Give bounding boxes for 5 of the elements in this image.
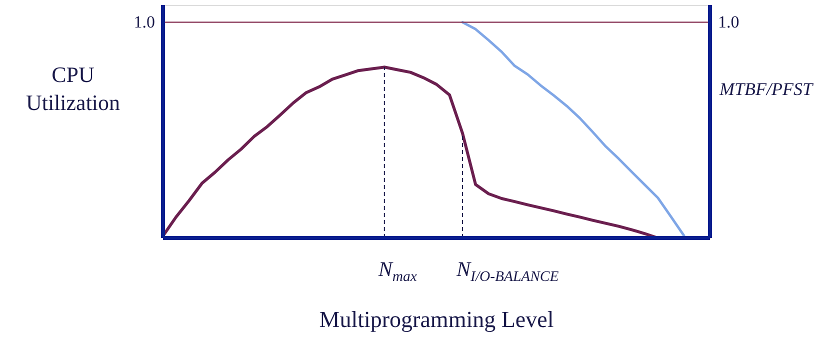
text: 1.0 [718,12,740,32]
y2-axis-title: MTBF/PFST [718,79,814,99]
x-axis-title: Multiprogramming Level [319,307,554,332]
ref-line-label: 1.0 [134,12,155,32]
y-axis-title: CPU Utilization [26,62,120,115]
